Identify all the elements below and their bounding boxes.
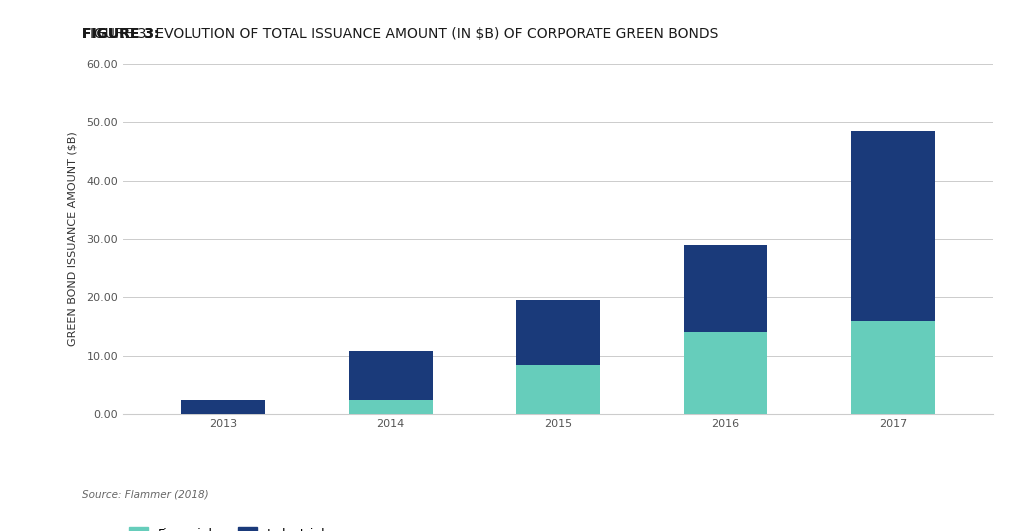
Bar: [851, 131, 935, 321]
Bar: [684, 332, 767, 414]
Bar: [516, 365, 600, 414]
Bar: [516, 301, 600, 365]
Text: FIGURE 3:: FIGURE 3:: [82, 27, 160, 40]
Bar: [684, 245, 767, 332]
Bar: [851, 321, 935, 414]
Text: FIGURE 3:: FIGURE 3:: [82, 27, 160, 40]
Bar: [349, 400, 432, 414]
Legend: Financials, Industrials: Financials, Industrials: [129, 527, 332, 531]
Text: FIGURE 3: EVOLUTION OF TOTAL ISSUANCE AMOUNT (IN $B) OF CORPORATE GREEN BONDS: FIGURE 3: EVOLUTION OF TOTAL ISSUANCE AM…: [82, 27, 718, 40]
Bar: [181, 400, 265, 414]
Text: Source: Flammer (2018): Source: Flammer (2018): [82, 489, 209, 499]
Bar: [349, 351, 432, 400]
Y-axis label: GREEN BOND ISSUANCE AMOUNT ($B): GREEN BOND ISSUANCE AMOUNT ($B): [68, 132, 78, 346]
